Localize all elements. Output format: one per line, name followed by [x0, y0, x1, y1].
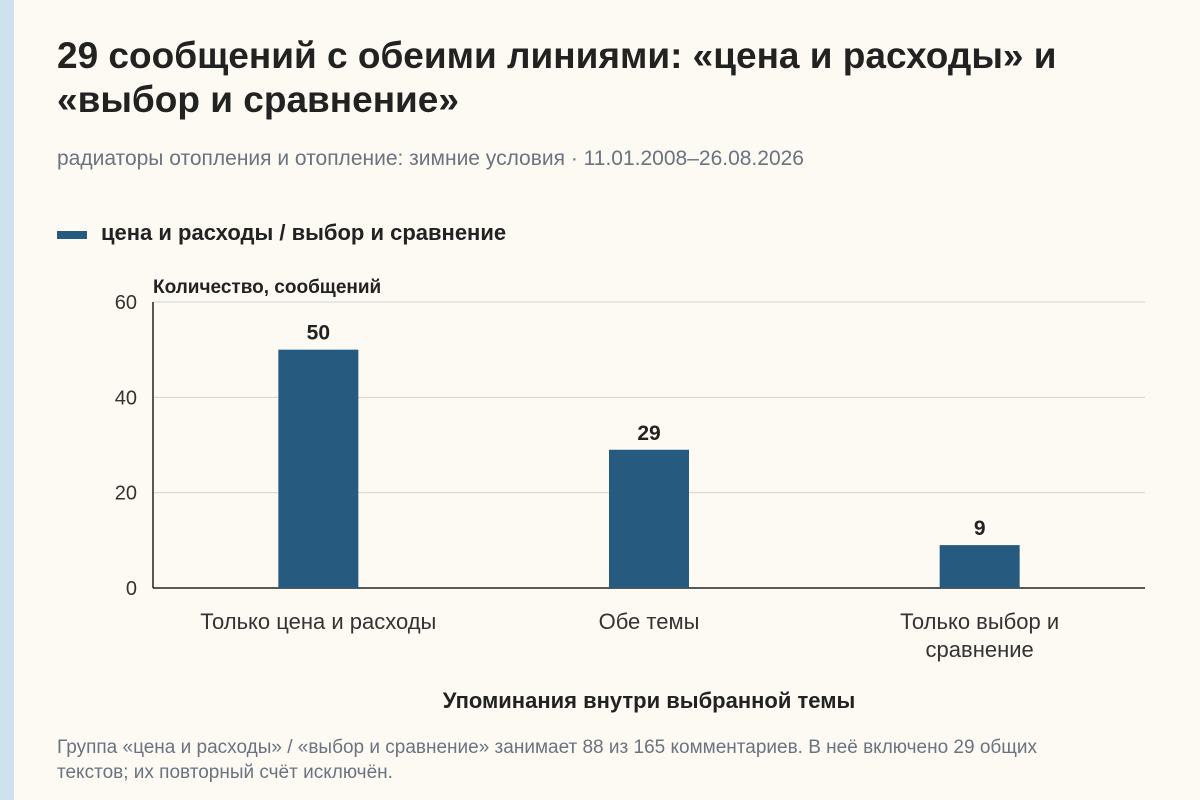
y-tick-label: 0 [126, 578, 137, 600]
x-tick-label: сравнение [926, 637, 1034, 662]
x-axis-label: Упоминания внутри выбранной темы [443, 688, 856, 713]
bar [939, 545, 1020, 588]
y-tick-label: 40 [115, 387, 137, 409]
legend: цена и расходы / выбор и сравнение [57, 220, 506, 246]
x-tick-label: Только выбор и [900, 609, 1059, 634]
bar [609, 449, 689, 588]
x-tick-label: Только цена и расходы [200, 609, 436, 634]
bar [278, 349, 359, 588]
legend-swatch [57, 231, 87, 239]
legend-label: цена и расходы / выбор и сравнение [101, 220, 507, 245]
footnote: Группа «цена и расходы» / «выбор и сравн… [57, 737, 1038, 783]
data-label: 50 [307, 322, 330, 345]
data-label: 9 [974, 517, 986, 540]
data-label: 29 [637, 422, 660, 445]
y-axis-label: Количество, сообщений [153, 277, 381, 298]
x-tick-label: Обе темы [599, 609, 700, 634]
chart-subtitle: радиаторы отопления и отопление: зимние … [57, 147, 804, 170]
accent-strip [0, 0, 14, 800]
chart-title: 29 сообщений с обеими линиями: «цена и р… [57, 35, 1057, 121]
y-tick-label: 20 [115, 483, 137, 505]
y-tick-label: 60 [115, 292, 137, 314]
